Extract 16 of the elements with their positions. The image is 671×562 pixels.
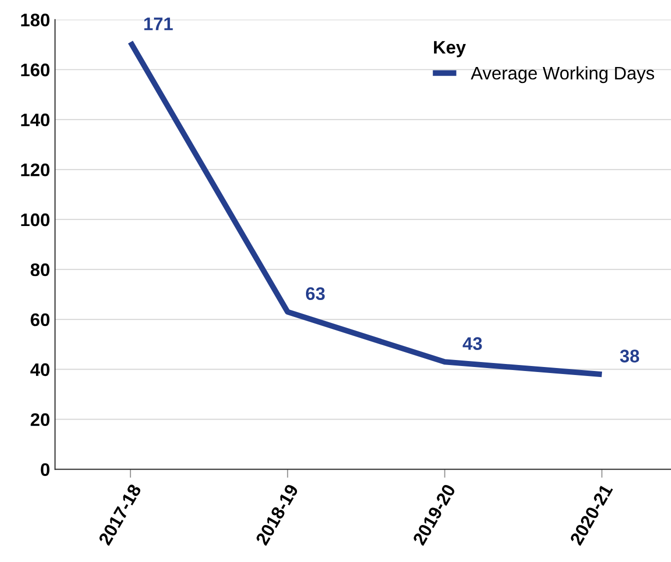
y-tick-label: 60: [30, 313, 50, 326]
y-tick-label: 80: [30, 263, 50, 276]
legend-label: Average Working Days: [470, 66, 654, 84]
data-label: 43: [462, 337, 482, 350]
data-label: 63: [306, 287, 325, 300]
y-tick-label: 100: [21, 213, 50, 226]
y-tick-label: 160: [21, 64, 50, 76]
data-label: 38: [620, 350, 640, 362]
y-tick-label: 140: [21, 114, 50, 126]
y-tick-label: 40: [30, 363, 50, 376]
y-tick-label: 20: [30, 413, 50, 426]
y-tick-label: 180: [21, 14, 50, 26]
legend-title: Key: [434, 41, 466, 58]
y-tick-label: 0: [40, 463, 50, 476]
data-label: 171: [144, 18, 173, 30]
y-tick-label: 120: [21, 163, 50, 176]
